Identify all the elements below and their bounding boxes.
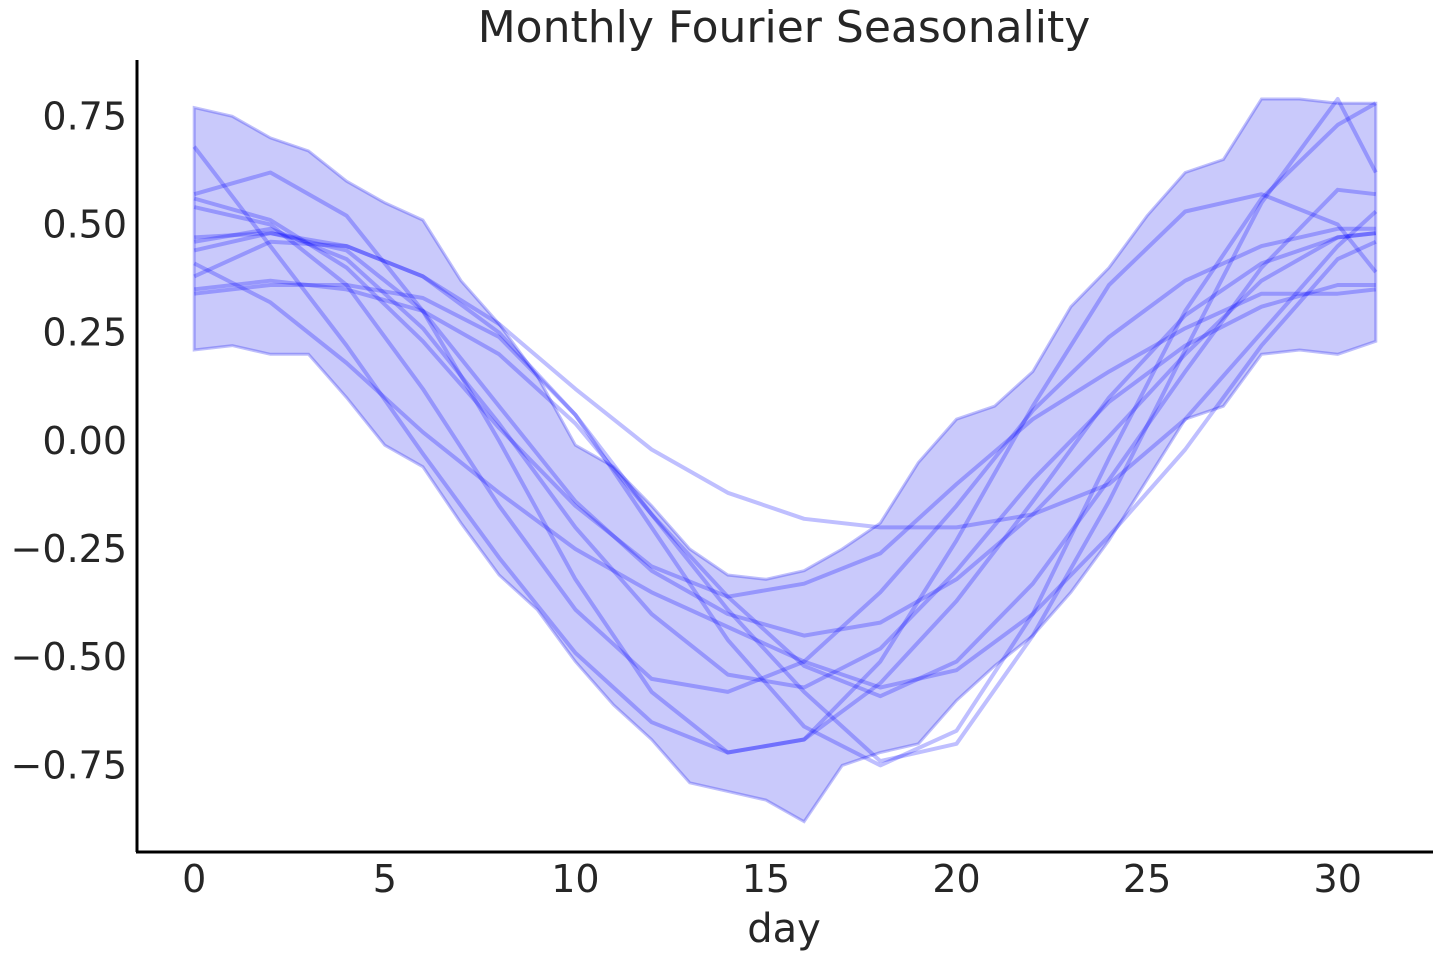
x-tick-label: 15 (742, 857, 790, 901)
series-line-3 (193, 97, 1378, 764)
x-axis-label: day (747, 906, 821, 952)
y-tick-label: −0.75 (11, 743, 127, 787)
series-line-7 (193, 196, 1377, 599)
chart-title: Monthly Fourier Seasonality (478, 2, 1091, 53)
x-tick-label: 5 (373, 857, 397, 901)
x-tick-label: 10 (551, 857, 599, 901)
y-tick-label: −0.25 (11, 527, 127, 571)
series-line-9 (193, 205, 1376, 694)
series-line-1 (192, 145, 1377, 755)
confidence-band (192, 97, 1378, 824)
x-tick-labels: 0 5 10 15 20 25 30 (182, 857, 1362, 901)
y-tick-label: 0.75 (42, 94, 127, 138)
x-tick-label: 20 (932, 857, 980, 901)
x-tick-label: 25 (1123, 857, 1171, 901)
series-line-11 (193, 187, 1377, 699)
series-line-10 (193, 226, 1376, 690)
series-line-8 (193, 239, 1377, 690)
series-lines-group (192, 97, 1378, 768)
y-tick-label: 0.50 (42, 203, 127, 247)
y-tick-labels: 0.75 0.50 0.25 0.00 −0.25 −0.50 −0.75 (11, 94, 127, 787)
confidence-band-group (192, 97, 1378, 824)
x-tick-label: 30 (1314, 857, 1362, 901)
y-tick-label: −0.50 (11, 635, 127, 679)
series-line-2 (193, 170, 1378, 755)
series-line-5 (194, 210, 1378, 530)
y-tick-label: 0.25 (42, 311, 127, 355)
series-line-4 (193, 101, 1377, 768)
series-line-6 (193, 231, 1377, 638)
x-tick-label: 0 (182, 857, 206, 901)
y-tick-label: 0.00 (42, 419, 127, 463)
